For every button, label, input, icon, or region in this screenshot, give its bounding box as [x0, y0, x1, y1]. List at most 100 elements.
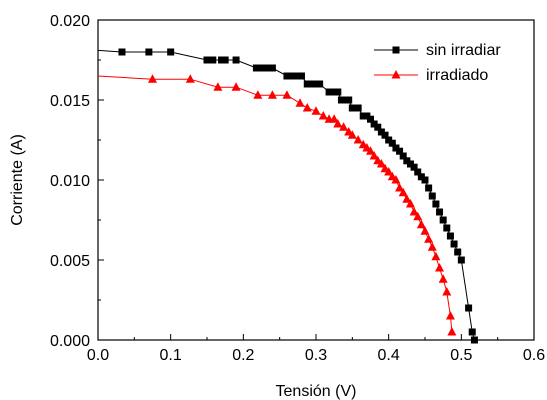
data-point: [366, 146, 375, 155]
data-point: [333, 119, 343, 128]
legend-label: irradiado: [426, 67, 488, 84]
data-point: [427, 242, 437, 251]
data-point: [385, 136, 393, 144]
data-point: [436, 208, 444, 216]
y-tick-label: 0.020: [50, 13, 90, 30]
data-point: [417, 173, 425, 181]
data-point: [218, 56, 226, 64]
data-point: [252, 64, 260, 72]
y-axis-ticks: 0.000 0.005 0.010 0.015 0.020: [50, 13, 104, 350]
data-point: [413, 211, 423, 221]
x-tick-label: 0.2: [232, 347, 254, 364]
data-point: [337, 96, 345, 104]
data-point: [446, 232, 454, 240]
data-point: [311, 106, 321, 115]
data-point: [185, 74, 195, 83]
y-tick-label: 0.015: [50, 93, 90, 110]
data-point: [329, 114, 339, 123]
data-point: [406, 160, 414, 168]
data-point: [454, 248, 462, 256]
data-point: [410, 163, 418, 171]
data-point: [303, 80, 311, 88]
data-point: [232, 56, 240, 64]
data-point: [341, 96, 349, 104]
series-layer: [97, 48, 478, 344]
y-tick-label: 0.005: [50, 253, 90, 270]
data-point: [428, 192, 436, 200]
data-point: [416, 219, 426, 229]
data-point: [363, 112, 371, 120]
data-point: [388, 139, 396, 147]
data-point: [376, 159, 386, 168]
y-axis-title: Corriente (A): [9, 134, 26, 226]
series-sin-irradiar: [97, 48, 478, 344]
data-point: [348, 104, 356, 112]
data-point: [203, 56, 211, 64]
data-point: [282, 90, 292, 99]
data-point: [347, 130, 357, 139]
data-point: [391, 175, 401, 184]
data-point: [283, 72, 291, 80]
data-point: [145, 48, 153, 56]
data-point: [325, 88, 333, 96]
data-point: [213, 82, 223, 91]
x-tick-label: 0.4: [378, 347, 400, 364]
data-point: [384, 167, 394, 176]
data-point: [369, 151, 379, 160]
x-tick-label: 0.5: [450, 347, 472, 364]
data-point: [465, 304, 473, 312]
y-tick-label: 0.010: [50, 173, 90, 190]
legend: sin irradiar irradiado: [374, 42, 501, 84]
data-point: [209, 56, 217, 64]
data-point: [370, 120, 378, 128]
data-point: [438, 274, 448, 283]
data-point: [267, 90, 277, 99]
data-point: [399, 152, 407, 160]
data-point: [268, 64, 276, 72]
data-point: [329, 88, 337, 96]
data-point: [148, 74, 157, 83]
data-point: [439, 216, 447, 224]
data-point: [420, 226, 430, 235]
data-point: [432, 200, 440, 208]
data-point: [431, 251, 441, 261]
data-point: [167, 48, 175, 56]
data-point: [221, 56, 229, 64]
data-point: [258, 64, 265, 72]
data-point: [354, 104, 362, 112]
x-tick-label: 0.1: [160, 347, 182, 364]
x-axis-ticks: 0.0 0.1 0.2 0.3 0.4 0.5 0.6: [87, 334, 545, 364]
legend-marker: [392, 46, 400, 54]
series-line: [97, 75, 453, 333]
series-irradiado: [97, 74, 457, 336]
data-point: [405, 199, 415, 208]
data-point: [392, 144, 400, 152]
data-point: [374, 123, 382, 131]
data-point: [425, 184, 433, 192]
data-point: [353, 135, 363, 144]
data-point: [334, 88, 342, 96]
data-point: [403, 157, 411, 165]
y-tick-label: 0.000: [50, 333, 90, 350]
data-point: [435, 263, 445, 272]
data-point: [414, 168, 422, 176]
data-point: [381, 131, 389, 139]
data-point: [421, 176, 429, 184]
data-point: [402, 194, 412, 203]
x-axis-title: Tensión (V): [276, 383, 357, 400]
data-point: [457, 256, 465, 264]
data-point: [443, 224, 451, 232]
x-tick-label: 0.0: [87, 347, 109, 364]
data-point: [442, 287, 452, 296]
data-point: [377, 128, 385, 136]
data-point: [470, 336, 478, 344]
data-point: [231, 82, 241, 91]
data-point: [345, 96, 353, 104]
data-point: [450, 240, 458, 248]
x-tick-label: 0.6: [523, 347, 545, 364]
data-point: [297, 72, 305, 80]
legend-item: sin irradiar: [374, 42, 501, 59]
data-point: [396, 147, 404, 155]
data-point: [318, 111, 328, 120]
